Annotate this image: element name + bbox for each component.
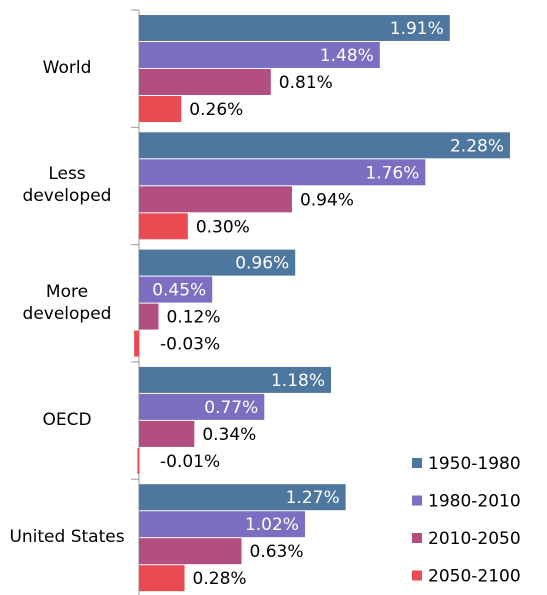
value-label: 0.77% (204, 398, 258, 418)
bar (139, 42, 380, 68)
value-label: 1.27% (286, 488, 340, 508)
bar (139, 511, 305, 538)
value-label: 0.63% (250, 542, 304, 562)
bar (139, 132, 510, 159)
legend-swatch (412, 458, 422, 468)
value-label: 1.48% (320, 46, 374, 66)
value-label: 2.28% (450, 136, 504, 156)
legend-swatch (412, 570, 422, 581)
value-label: 0.26% (189, 100, 243, 120)
value-label: 0.28% (193, 569, 247, 589)
value-label: 1.18% (271, 371, 325, 391)
value-label: 0.45% (152, 281, 206, 301)
bar (139, 96, 182, 122)
bar (137, 447, 139, 474)
bar (139, 303, 159, 330)
legend-swatch (412, 495, 422, 506)
legend-label: 2050-2100 (428, 567, 521, 587)
category-label: World (42, 58, 92, 78)
value-label: 0.30% (196, 217, 250, 237)
bar (139, 159, 426, 186)
bar (139, 15, 450, 41)
bar (139, 538, 242, 565)
bar (139, 249, 296, 276)
bar (134, 330, 139, 357)
value-label: -0.01% (160, 452, 220, 472)
bar (139, 420, 195, 447)
value-label: -0.03% (160, 335, 220, 355)
value-label: 0.34% (202, 425, 256, 445)
legend-label: 1980-2010 (428, 492, 521, 512)
category-label: United States (9, 527, 125, 548)
legend-label: 1950-1980 (428, 454, 521, 474)
bar (139, 484, 346, 511)
bar (139, 69, 271, 95)
bar (139, 213, 188, 240)
value-label: 0.94% (300, 190, 354, 210)
bar (139, 366, 332, 393)
bar (139, 186, 292, 213)
legend-swatch (412, 533, 422, 543)
bar (139, 393, 265, 420)
bar (139, 565, 185, 592)
value-label: 1.76% (365, 163, 419, 183)
category-label: Less developed (22, 164, 112, 207)
category-label: More developed (22, 281, 112, 324)
value-label: 1.02% (245, 515, 299, 535)
value-label: 0.96% (235, 254, 289, 274)
value-label: 1.91% (390, 19, 444, 39)
value-label: 0.12% (167, 308, 221, 328)
category-label: OECD (42, 409, 92, 430)
legend-label: 2010-2050 (428, 529, 521, 549)
value-label: 0.81% (279, 73, 333, 93)
bar (139, 276, 213, 303)
